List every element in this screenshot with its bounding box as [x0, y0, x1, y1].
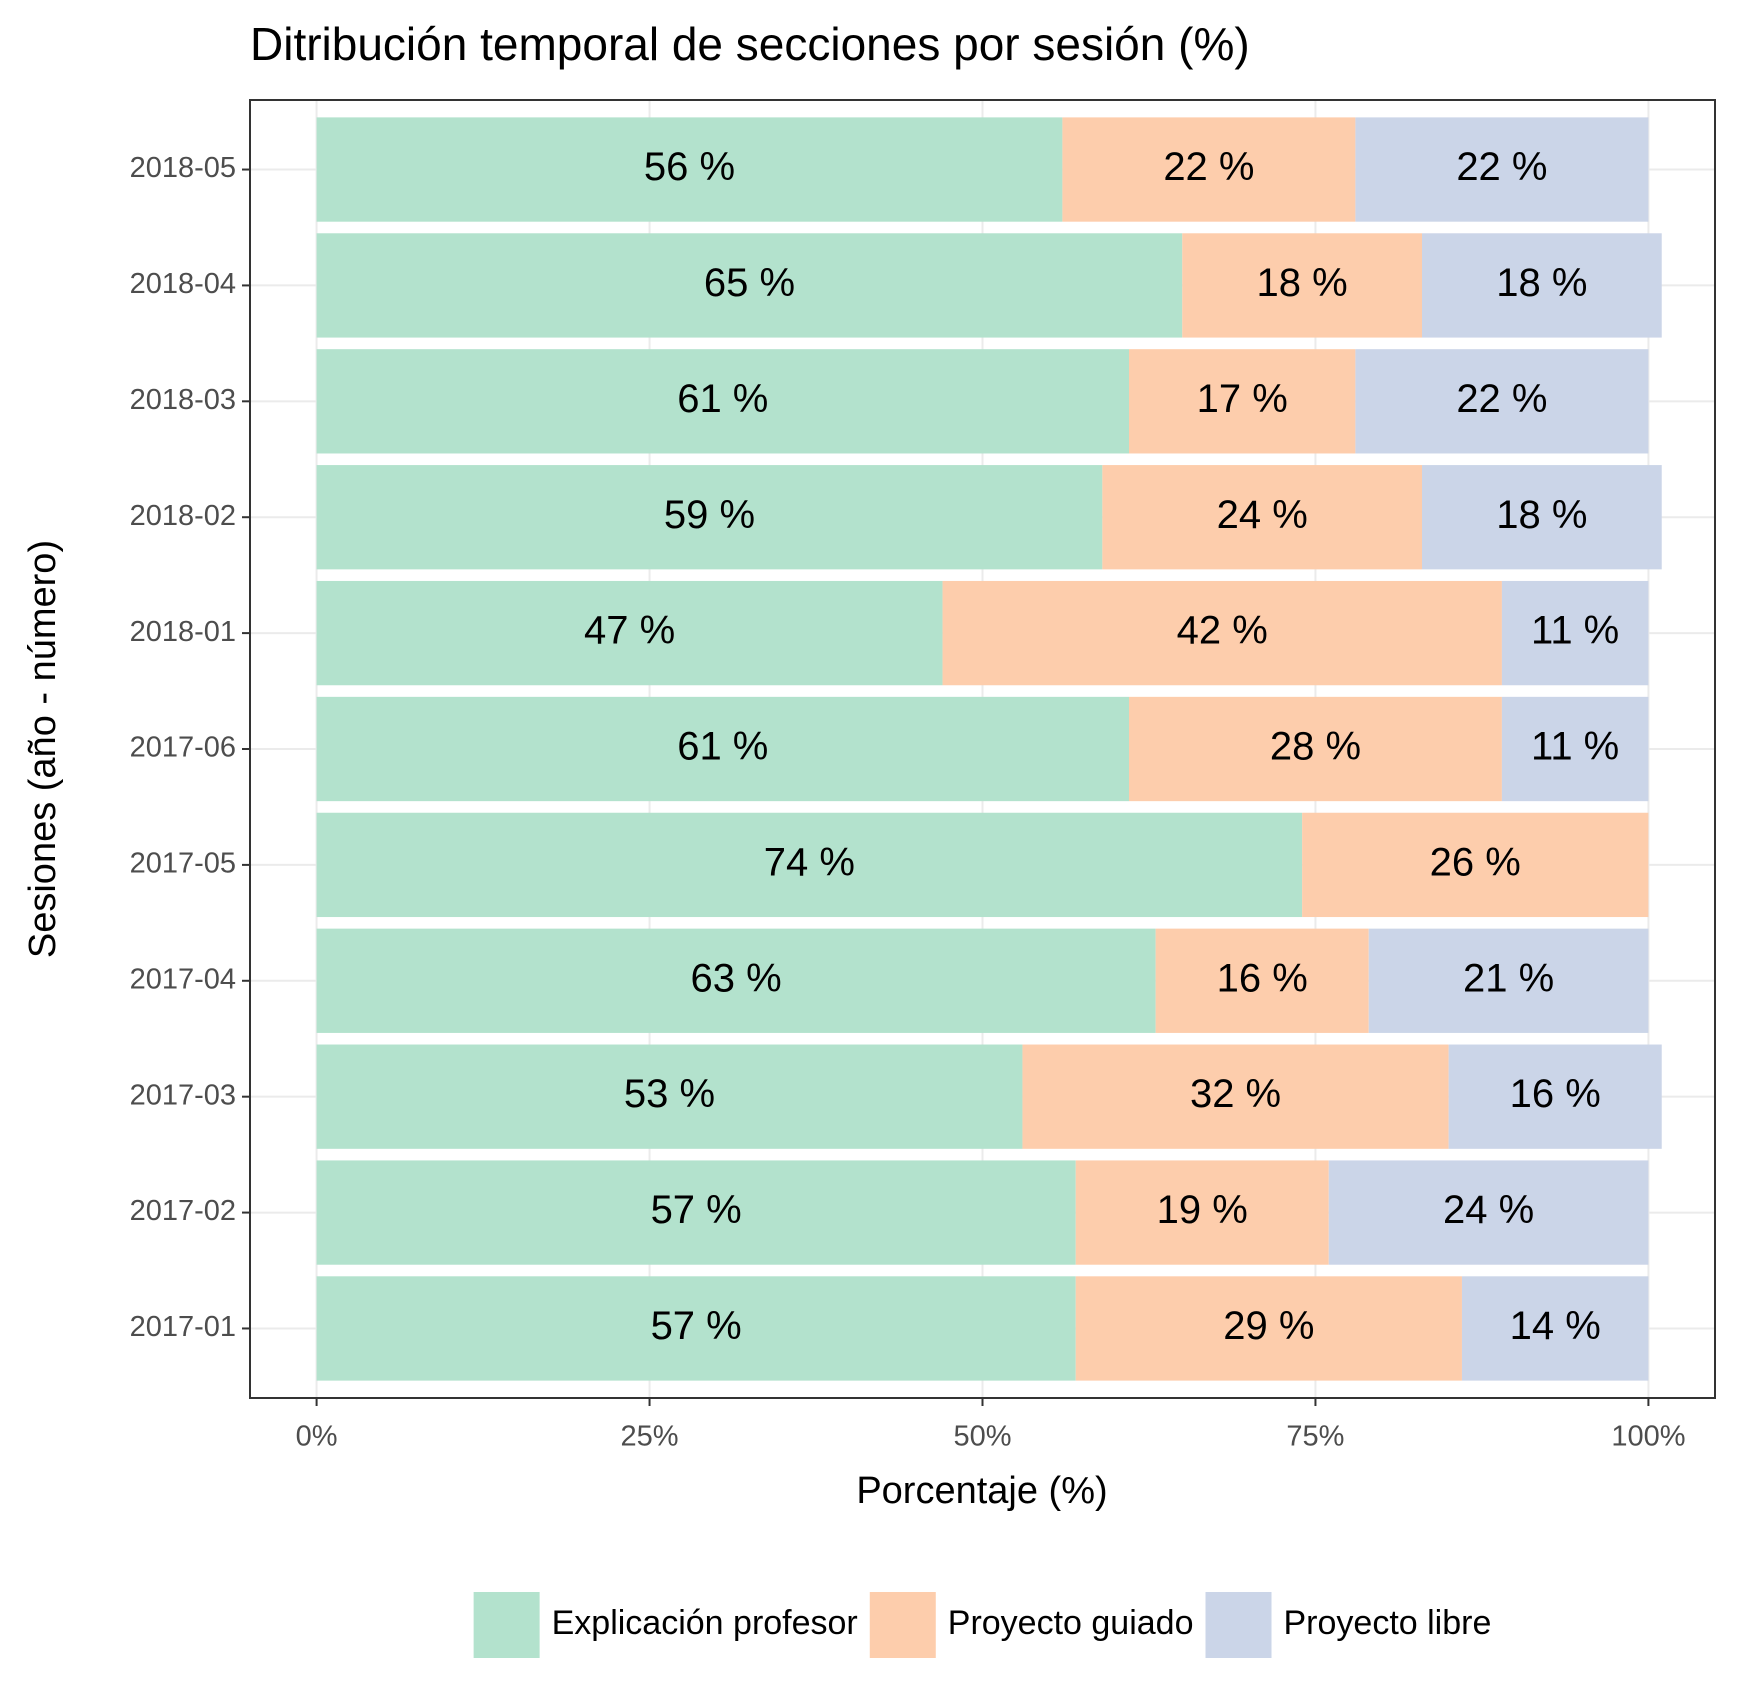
bar-segment: [1328, 1160, 1649, 1265]
data-label: 11 %: [1531, 609, 1619, 653]
data-label: 57 %: [651, 1304, 742, 1348]
bar-segment: [316, 812, 1303, 918]
data-label: 57 %: [651, 1188, 742, 1232]
x-tick-label: 25%: [621, 1421, 679, 1453]
data-label: 61 %: [677, 377, 768, 421]
legend-label: Proyecto libre: [1284, 1604, 1492, 1642]
y-tick-label: 2018-05: [130, 152, 236, 184]
data-label: 65 %: [704, 261, 795, 305]
data-label: 17 %: [1197, 377, 1288, 421]
bar-segment: [1062, 117, 1356, 222]
legend-swatch: [473, 1592, 540, 1658]
data-label: 18 %: [1257, 261, 1348, 305]
bar-segment: [1129, 696, 1502, 802]
data-label: 22 %: [1163, 145, 1254, 189]
x-axis-title: Porcentaje (%): [856, 1470, 1107, 1512]
data-label: 16 %: [1510, 1072, 1601, 1116]
bar-segment: [316, 1276, 1076, 1381]
data-label: 14 %: [1510, 1304, 1601, 1348]
data-label: 59 %: [664, 493, 755, 537]
bar-segment: [1102, 465, 1422, 570]
data-label: 21 %: [1463, 956, 1554, 1000]
bar-segment: [316, 1044, 1023, 1149]
data-label: 32 %: [1190, 1072, 1281, 1116]
legend-label: Explicación profesor: [552, 1604, 858, 1642]
bar-segment: [316, 1160, 1076, 1265]
bar-segment: [1129, 349, 1356, 454]
bar-segment: [316, 117, 1063, 222]
x-tick-label: 50%: [953, 1421, 1011, 1453]
data-label: 11 %: [1531, 725, 1619, 769]
bar-segment: [316, 696, 1129, 802]
y-tick-label: 2018-03: [130, 384, 236, 416]
y-tick-label: 2017-03: [130, 1079, 236, 1111]
data-label: 24 %: [1443, 1188, 1534, 1232]
y-tick-label: 2018-01: [130, 616, 236, 648]
data-label: 18 %: [1496, 493, 1587, 537]
legend-label: Proyecto guiado: [948, 1604, 1194, 1642]
data-label: 24 %: [1217, 493, 1308, 537]
data-label: 42 %: [1177, 609, 1268, 653]
bar-segment: [942, 580, 1502, 686]
bar-segment: [1461, 1276, 1649, 1381]
bar-segment: [1022, 1044, 1449, 1149]
y-tick-label: 2017-01: [130, 1311, 236, 1343]
data-label: 28 %: [1270, 725, 1361, 769]
bar-segment: [1302, 812, 1649, 918]
bar-segment: [1501, 696, 1649, 802]
bar-segment: [1448, 1044, 1662, 1149]
bar-segment: [1355, 349, 1649, 454]
data-label: 22 %: [1456, 145, 1547, 189]
bar-segment: [316, 465, 1103, 570]
data-label: 56 %: [644, 145, 735, 189]
legend-swatch: [869, 1592, 936, 1658]
data-label: 53 %: [624, 1072, 715, 1116]
bar-segment: [316, 580, 943, 686]
y-tick-label: 2017-04: [130, 963, 236, 995]
bar-segment: [1355, 117, 1649, 222]
bar-segment: [1182, 233, 1422, 338]
data-label: 16 %: [1217, 956, 1308, 1000]
x-tick-label: 75%: [1286, 1421, 1344, 1453]
data-label: 63 %: [691, 956, 782, 1000]
bar-segment: [1075, 1160, 1329, 1265]
data-label: 29 %: [1223, 1304, 1314, 1348]
y-tick-label: 2017-06: [130, 732, 236, 764]
data-label: 26 %: [1430, 840, 1521, 884]
data-label: 61 %: [677, 725, 768, 769]
bar-segment: [316, 928, 1156, 1033]
data-label: 18 %: [1496, 261, 1587, 305]
y-tick-label: 2017-05: [130, 848, 236, 880]
bar-segment: [1368, 928, 1649, 1033]
bar-segment: [316, 233, 1183, 338]
data-label: 74 %: [764, 840, 855, 884]
x-tick-label: 100%: [1611, 1421, 1685, 1453]
data-label: 47 %: [584, 609, 675, 653]
bar-segment: [1422, 233, 1662, 338]
bar-segment: [1422, 465, 1662, 570]
bar-segment: [1501, 580, 1649, 686]
y-tick-label: 2018-04: [130, 268, 236, 300]
data-label: 22 %: [1456, 377, 1547, 421]
chart-title: Ditribución temporal de secciones por se…: [250, 18, 1250, 70]
legend-swatch: [1205, 1592, 1272, 1658]
y-axis-title: Sesiones (año - número): [22, 540, 64, 958]
bar-segment: [316, 349, 1129, 454]
data-label: 19 %: [1157, 1188, 1248, 1232]
y-tick-label: 2017-02: [130, 1195, 236, 1227]
bar-segment: [1075, 1276, 1462, 1381]
y-tick-label: 2018-02: [130, 500, 236, 532]
x-tick-label: 0%: [296, 1421, 338, 1453]
bar-segment: [1155, 928, 1369, 1033]
